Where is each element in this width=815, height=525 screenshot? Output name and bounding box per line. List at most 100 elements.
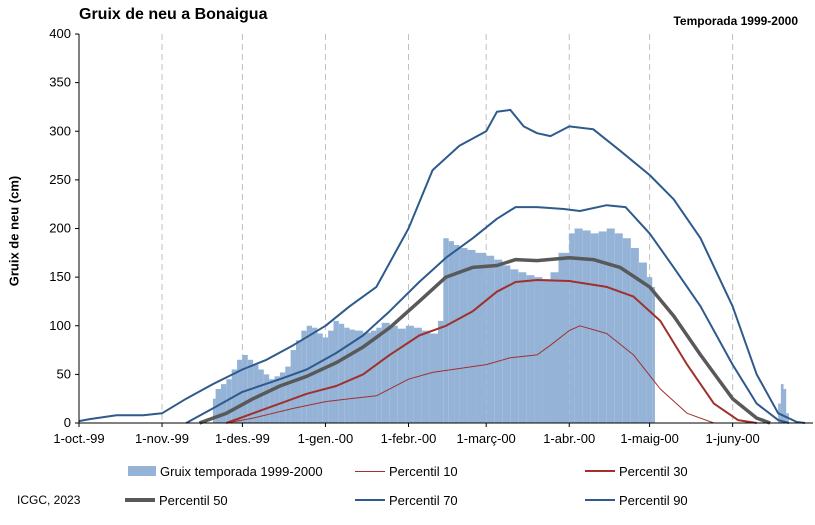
chart-title: Gruix de neu a Bonaigua [79,6,268,23]
legend-swatch-p70 [355,499,385,501]
legend-swatch-bars [128,466,156,476]
snow-depth-bar [494,259,503,423]
snow-depth-bar [237,359,243,423]
snow-depth-bar [397,328,406,423]
snow-depth-bar [558,252,570,423]
legend-item-p10: Percentil 10 [355,463,458,479]
snow-depth-bar [429,333,438,423]
snow-depth-bar [295,340,302,423]
snow-depth-bar [333,320,339,423]
snow-depth-bar [606,228,615,423]
snow-depth-bar [269,379,275,423]
x-tick-label: 1-nov.-99 [135,431,189,446]
axes-layer: 0 50 100 150 200 250 300 350 400 1-oct.-99 1-nov.-… [49,26,813,446]
snow-depth-bar [622,238,631,423]
snow-depth-bar [242,354,248,423]
x-tick-label: 1-juny-00 [706,431,760,446]
snow-depth-bar [590,233,599,423]
credit-text: ICGC, 2023 [17,493,81,507]
y-tick-label: 100 [49,318,71,333]
snow-depth-bar [437,320,444,423]
snow-depth-bar [652,286,655,423]
snow-depth-bar [317,333,323,423]
snow-depth-bar [550,272,559,423]
x-tick-label: 1-febr.-00 [381,431,437,446]
legend-swatch-p90 [585,499,615,501]
snow-depth-bar [389,325,398,423]
snow-depth-bar [780,384,784,423]
snow-depth-bar [312,327,318,423]
y-tick-label: 250 [49,172,71,187]
snow-depth-bar [421,330,430,423]
snow-depth-bar [290,350,296,423]
snow-depth-bar [226,379,232,423]
snow-depth-bar [646,277,653,423]
snow-depth-bar [279,372,286,423]
snow-depth-bar [475,252,487,423]
y-axis-label: Gruix de neu (cm) [6,175,22,287]
snow-depth-bar [459,247,468,423]
snow-depth-bar [486,255,495,423]
legend-item-p70: Percentil 70 [355,492,458,508]
snow-depth-bar [467,249,476,423]
x-tick-label: 1-març-00 [457,431,516,446]
snow-depth-bar [574,228,583,423]
snow-depth-bar [518,272,527,423]
y-tick-label: 350 [49,75,71,90]
snow-depth-bar [285,366,291,423]
series-line-p30 [225,279,757,424]
snow-depth-bar [413,327,422,423]
bars-layer [212,228,789,423]
series-line-p50 [198,255,771,425]
legend-label-p70: Percentil 70 [389,492,458,508]
legend-item-p50: Percentil 50 [125,492,228,508]
snow-depth-bar [274,376,280,423]
snow-depth-bar [569,233,575,423]
snow-depth-bar [630,247,639,423]
legend-label-p90: Percentil 90 [619,492,688,508]
snow-depth-bar [448,241,455,423]
snow-depth-bar [322,337,329,423]
snow-depth-bar [376,327,382,423]
snow-depth-bar [443,238,449,423]
x-tick-label: 1-gen.-00 [298,431,354,446]
x-tick-label: 1-abr.-00 [543,431,595,446]
snow-depth-bar [212,398,216,423]
snow-depth-bar [454,245,460,423]
legend-item-bars: Gruix temporada 1999-2000 [128,463,323,479]
snow-depth-bar [381,322,390,423]
series-line-p10 [226,325,715,424]
legend-swatch-p30 [585,470,615,472]
snow-depth-bar [638,262,647,423]
legend-item-p90: Percentil 90 [585,492,688,508]
y-tick-label: 400 [49,26,71,41]
snow-depth-bar [783,388,787,423]
snow-depth-bar [582,230,591,423]
y-tick-label: 300 [49,123,71,138]
y-tick-label: 0 [64,415,71,430]
snow-depth-bar [534,277,543,423]
lines-layer [78,108,806,425]
snow-depth-bar [349,329,355,423]
snow-depth-bar [526,275,535,423]
snow-depth-bar [247,359,254,423]
snow-depth-bar [344,327,350,423]
snow-depth-bar [253,364,259,423]
y-tick-label: 50 [57,366,71,381]
snow-depth-bar [614,233,623,423]
legend-label-p50: Percentil 50 [159,492,228,508]
snow-depth-bar [338,323,345,423]
series-line-p90 [78,108,806,424]
snow-depth-bar [370,330,377,423]
y-tick-label: 200 [49,221,71,236]
legend-item-p30: Percentil 30 [585,463,688,479]
snow-depth-bar [598,231,607,423]
x-tick-label: 1-des.-99 [215,431,270,446]
snow-depth-bar [405,325,414,423]
snow-depth-bar [362,332,371,423]
legend-label-p10: Percentil 10 [389,463,458,479]
x-tick-label: 1-maig-00 [620,431,679,446]
legend-label-p30: Percentil 30 [619,463,688,479]
snow-depth-bar [502,265,511,423]
